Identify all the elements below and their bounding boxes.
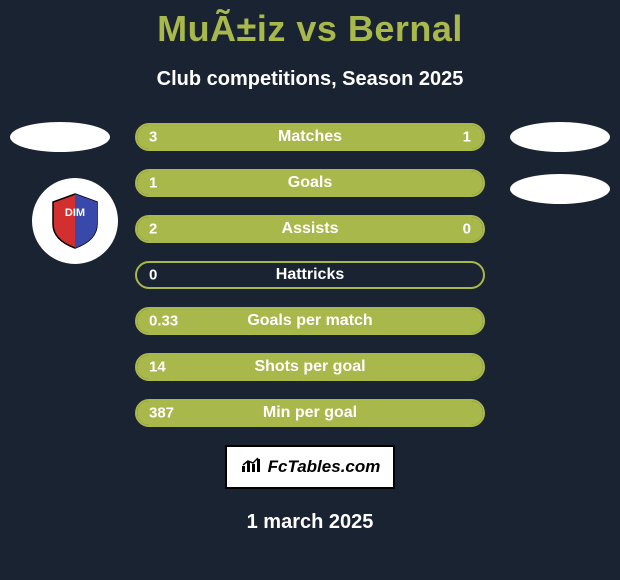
stat-value-left: 1 <box>149 175 157 192</box>
team-badge-placeholder-left <box>10 122 110 152</box>
stat-bar: 0 Hattricks <box>135 261 485 289</box>
stat-value-right: 1 <box>463 129 471 146</box>
stat-fill-right <box>407 217 483 241</box>
stat-value-left: 0.33 <box>149 313 178 330</box>
brand-text: FcTables.com <box>268 457 381 477</box>
brand-badge[interactable]: FcTables.com <box>225 445 395 489</box>
team-badge-left: DIM <box>32 178 118 264</box>
stat-bar: 14 Shots per goal <box>135 353 485 381</box>
stat-label: Goals <box>288 174 332 192</box>
stat-label: Matches <box>278 128 342 146</box>
stat-label: Shots per goal <box>254 358 365 376</box>
stat-value-left: 2 <box>149 221 157 238</box>
stat-value-left: 0 <box>149 267 157 284</box>
stat-label: Min per goal <box>263 404 357 422</box>
stat-bar: 2 0 Assists <box>135 215 485 243</box>
team-badge-placeholder-right-1 <box>510 122 610 152</box>
stat-bar: 3 1 Matches <box>135 123 485 151</box>
shield-icon: DIM <box>49 192 101 250</box>
stat-bar: 1 Goals <box>135 169 485 197</box>
date-text: 1 march 2025 <box>0 511 620 534</box>
stat-value-left: 387 <box>149 405 174 422</box>
stat-label: Hattricks <box>276 266 344 284</box>
stat-value-left: 3 <box>149 129 157 146</box>
stat-bar: 387 Min per goal <box>135 399 485 427</box>
stat-bar: 0.33 Goals per match <box>135 307 485 335</box>
svg-text:DIM: DIM <box>65 207 85 219</box>
stat-label: Goals per match <box>247 312 372 330</box>
stats-container: 3 1 Matches 1 Goals 2 0 Assists 0 Hattricks 0.33 Go… <box>135 123 485 427</box>
stat-label: Assists <box>282 220 339 238</box>
stat-value-right: 0 <box>463 221 471 238</box>
stat-value-left: 14 <box>149 359 166 376</box>
page-title: MuÃ±iz vs Bernal <box>0 0 620 50</box>
stat-fill-left <box>137 217 407 241</box>
chart-icon <box>240 456 262 479</box>
page-subtitle: Club competitions, Season 2025 <box>0 68 620 91</box>
stat-fill-left <box>137 125 397 149</box>
team-badge-placeholder-right-2 <box>510 174 610 204</box>
